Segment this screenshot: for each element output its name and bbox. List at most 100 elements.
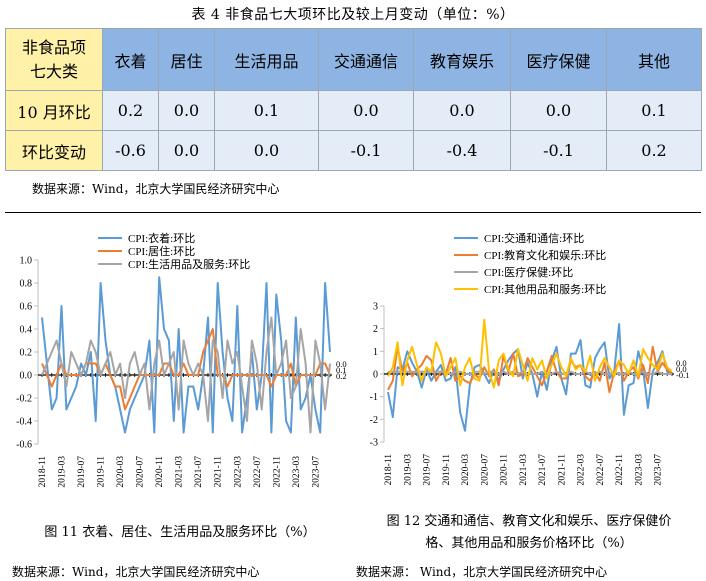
series-line (387, 323, 673, 432)
end-value-label: 0.1 (336, 365, 347, 375)
legend-label: CPI:居住:环比 (128, 244, 195, 258)
source-note-table: 数据来源：Wind，北京大学国民经济研究中心 (32, 182, 280, 196)
table-cell: 0.1 (606, 90, 702, 131)
table-cell: -0.4 (413, 130, 511, 171)
x-tick-label: 2020-11 (500, 454, 510, 486)
x-tick-label: 2023-03 (292, 456, 302, 488)
x-tick-label: 2022-11 (615, 454, 625, 486)
x-tick-label: 2020-07 (480, 454, 490, 486)
y-tick-label: -0.2 (16, 394, 32, 405)
x-tick-label: 2023-07 (311, 456, 321, 488)
x-tick-label: 2018-11 (38, 456, 48, 488)
source-note-right: 数据来源： Wind，北京大学国民经济研究中心 (356, 565, 608, 579)
table-cell: 0.0 (510, 90, 607, 131)
col-header: 其他 (606, 28, 702, 91)
x-tick-label: 2022-07 (253, 456, 263, 488)
x-tick-label: 2019-07 (423, 454, 433, 486)
y-tick-label: 0.4 (20, 325, 33, 336)
x-tick-label: 2023-03 (634, 454, 644, 486)
col-header: 居住 (158, 28, 215, 91)
end-value-label: 0.0 (676, 358, 687, 368)
cpi-nonfood-table: 非食品项 七大类 衣着 居住 生活用品 交通通信 教育娱乐 医疗保健 其他 10… (5, 28, 702, 171)
legend-label: CPI:交通和通信:环比 (484, 231, 584, 245)
end-value-label: 0.0 (676, 364, 687, 374)
x-tick-label: 2021-03 (519, 454, 529, 486)
col-header: 医疗保健 (510, 28, 607, 91)
y-tick-label: 0.2 (20, 348, 33, 359)
table-cell: 0.2 (606, 130, 702, 171)
col-header: 教育娱乐 (413, 28, 511, 91)
y-tick-label: -1 (370, 392, 378, 403)
corner-line-2: 七大类 (29, 61, 78, 81)
source-note-left: 数据来源：Wind，北京大学国民经济研究中心 (12, 565, 260, 579)
chart-transport-education-medical-other: 3 2 1 0 -1 -2 -3 2018-11 2019-03 2019-07 2019-11 20… (370, 231, 690, 486)
x-tick-label: 2022-03 (233, 456, 243, 488)
y-tick-label: -0.4 (16, 417, 32, 428)
caption-fig12-line1: 图 12 交通和通信、教育文化和娱乐、医疗保健价 (386, 514, 672, 529)
series-line (41, 316, 331, 434)
table-cell: 0.0 (214, 130, 319, 171)
end-value-label: -0.1 (676, 370, 689, 380)
table-corner: 非食品项 七大类 (5, 28, 103, 91)
x-tick-label: 2021-11 (557, 454, 567, 486)
y-tick-label: 0.0 (20, 371, 33, 382)
corner-line-1: 非食品项 (21, 37, 86, 57)
x-tick-label: 2019-03 (58, 456, 68, 488)
y-tick-label: 0.8 (20, 279, 33, 290)
x-tick-label: 2022-03 (577, 454, 587, 486)
chart-apparel-housing-household: 1.0 0.8 0.6 0.4 0.2 0.0 -0.2 -0.4 -0.6 2018-11 201… (16, 231, 347, 488)
x-tick-label: 2018-11 (384, 454, 394, 486)
caption-fig11: 图 11 衣着、居住、生活用品及服务环比（%） (44, 525, 316, 540)
x-tick-label: 2021-07 (538, 454, 548, 486)
end-value-label: 0.0 (336, 359, 347, 369)
col-header: 衣着 (102, 28, 159, 91)
y-tick-label: -3 (370, 438, 378, 449)
table-cell: -0.1 (318, 130, 414, 171)
table-row: 10 月环比 0.2 0.0 0.1 0.0 0.0 0.0 0.1 (5, 90, 702, 131)
x-tick-label: 2019-11 (97, 456, 107, 488)
table-cell: 0.2 (102, 90, 159, 131)
caption-fig12-line2: 格、其他用品和服务价格环比（%） (425, 536, 633, 551)
x-tick-label: 2023-07 (654, 454, 664, 486)
legend-label: CPI:教育文化和娱乐:环比 (484, 248, 606, 262)
table-cell: 0.0 (158, 90, 215, 131)
y-tick-label: 2 (373, 324, 378, 335)
legend-label: CPI:医疗保健:环比 (484, 265, 573, 279)
row-header: 环比变动 (5, 130, 103, 171)
series-line (387, 345, 673, 394)
series-line (41, 276, 331, 434)
x-tick-label: 2022-11 (272, 456, 282, 488)
legend-label: CPI:衣着:环比 (128, 231, 195, 245)
table-cell: 0.0 (413, 90, 511, 131)
x-tick-label: 2020-03 (116, 456, 126, 488)
series-line (41, 328, 331, 411)
y-tick-label: 1 (373, 347, 378, 358)
y-tick-label: 1.0 (20, 256, 33, 267)
table-cell: 0.0 (318, 90, 414, 131)
table-title: 表 4 非食品七大项环比及较上月变动（单位：%） (191, 7, 515, 23)
y-tick-label: 0.6 (20, 302, 33, 313)
y-tick-label: -0.6 (16, 440, 32, 451)
x-tick-label: 2021-03 (175, 456, 185, 488)
x-tick-label: 2022-07 (596, 454, 606, 486)
x-tick-label: 2019-07 (77, 456, 87, 488)
series-line (387, 318, 673, 389)
legend-label: CPI:其他用品和服务:环比 (484, 283, 606, 296)
y-tick-label: 3 (373, 302, 378, 313)
x-tick-label: 2019-03 (403, 454, 413, 486)
table-cell: -0.6 (102, 130, 159, 171)
x-tick-label: 2021-11 (214, 456, 224, 488)
x-tick-label: 2020-11 (155, 456, 165, 488)
table-header-row: 非食品项 七大类 衣着 居住 生活用品 交通通信 教育娱乐 医疗保健 其他 (5, 28, 702, 91)
col-header: 交通通信 (318, 28, 414, 91)
table-cell: 0.1 (214, 90, 319, 131)
x-tick-label: 2020-07 (136, 456, 146, 488)
legend-label: CPI:生活用品及服务:环比 (128, 257, 250, 271)
col-header: 生活用品 (214, 28, 319, 91)
row-header: 10 月环比 (5, 90, 103, 131)
x-tick-label: 2019-11 (442, 454, 452, 486)
table-cell: 0.0 (158, 130, 215, 171)
table-row: 环比变动 -0.6 0.0 0.0 -0.1 -0.4 -0.1 0.2 (5, 130, 702, 171)
table-cell: -0.1 (510, 130, 607, 171)
y-tick-label: 0 (373, 370, 378, 381)
